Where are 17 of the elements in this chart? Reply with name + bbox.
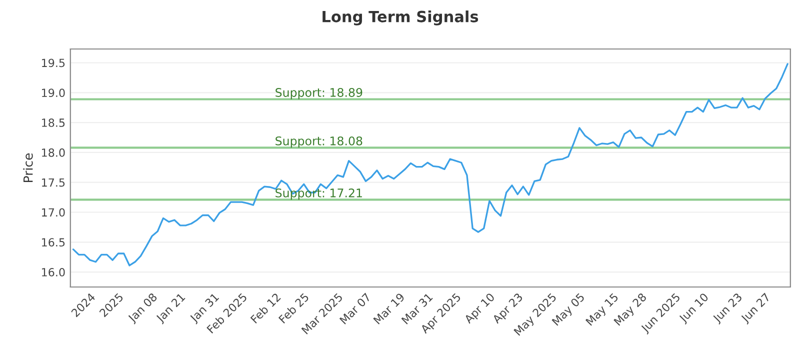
ref-line-label: Support: 17.21 xyxy=(276,188,362,200)
y-tick-label: 19.0 xyxy=(42,88,65,98)
y-tick-label: 17.0 xyxy=(42,208,65,217)
y-tick-label: 16.0 xyxy=(42,268,65,276)
y-tick-label: 16.5 xyxy=(42,238,65,247)
y-tick-label: 18.5 xyxy=(42,118,65,127)
x-tick-label: Jan 21 xyxy=(155,292,187,324)
ref-line-label: Support: 18.08 xyxy=(276,136,362,148)
ref-line-label: Support: 18.89 xyxy=(276,88,362,100)
chart-title: Long Term Signals xyxy=(322,10,478,26)
y-axis-title: Price xyxy=(23,153,33,182)
line-series xyxy=(72,63,788,266)
y-tick-label: 18.0 xyxy=(42,148,65,157)
x-tick-label: Jun 10 xyxy=(678,292,710,325)
x-tick-label: Jun 27 xyxy=(740,292,772,325)
y-tick-label: 17.5 xyxy=(42,178,65,187)
y-tick-label: 19.5 xyxy=(42,58,65,68)
